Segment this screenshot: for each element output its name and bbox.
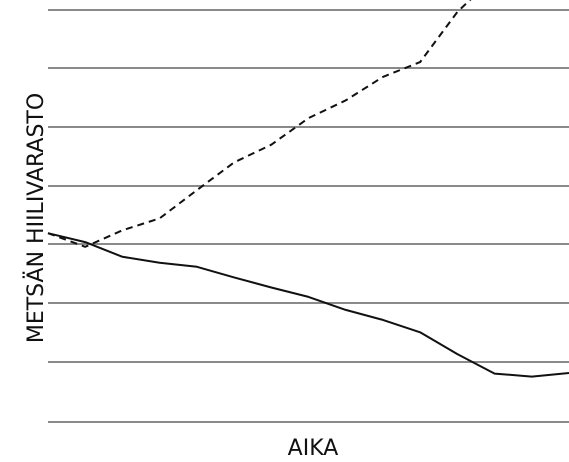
- series-line-solid: [47, 232, 569, 378]
- x-axis-label: AIKA: [288, 436, 339, 461]
- y-axis-label: METSÄN HIILIVARASTO: [23, 93, 49, 343]
- gridlines: [48, 9, 569, 423]
- series-group: [47, 0, 569, 378]
- series-line-dashed: [47, 0, 472, 248]
